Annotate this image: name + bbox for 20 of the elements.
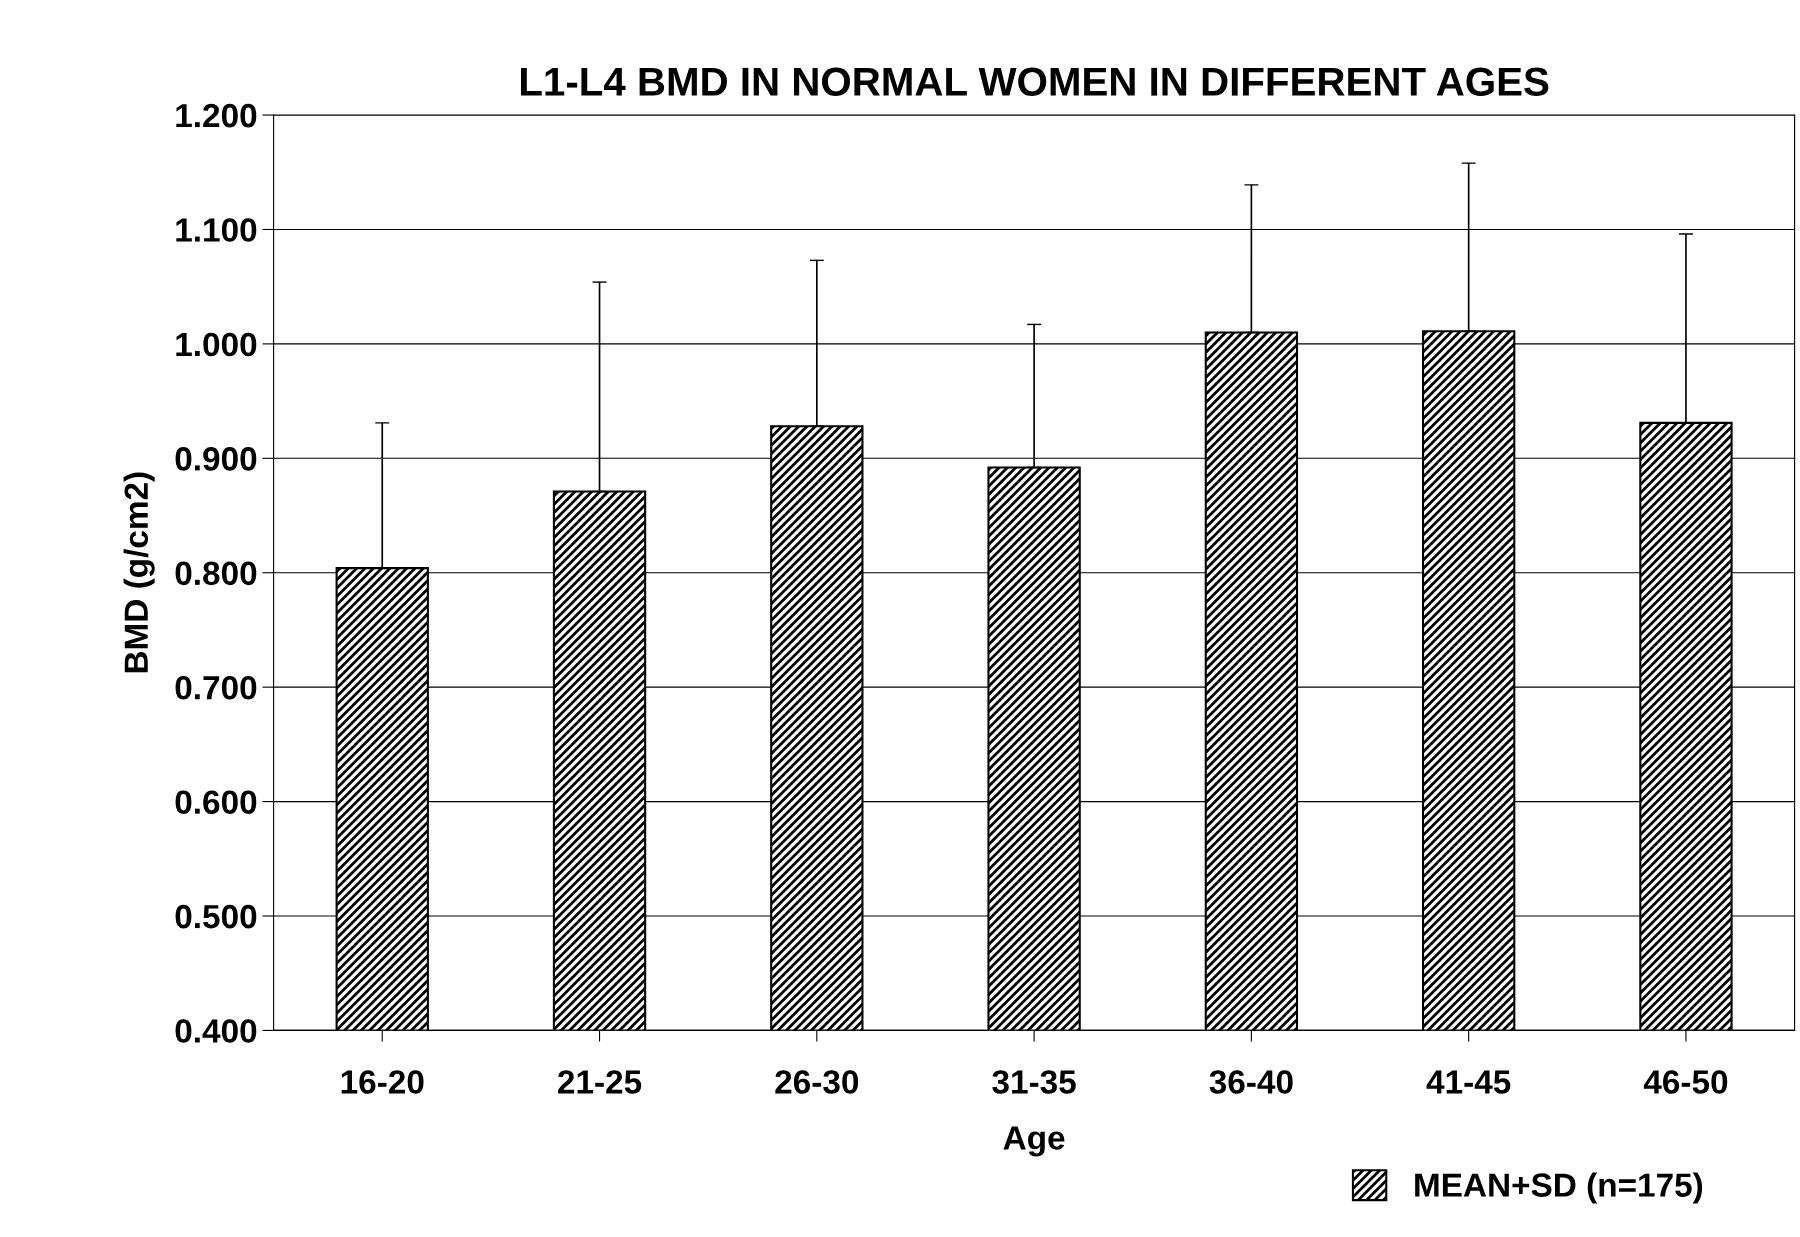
y-tick-label: 0.400 — [175, 1019, 257, 1043]
x-tick-label: 31-35 — [992, 1070, 1076, 1094]
x-tick-label: 36-40 — [1209, 1070, 1293, 1094]
y-tick-label: 0.800 — [175, 561, 257, 586]
x-tick-label: 46-50 — [1643, 1070, 1728, 1094]
y-axis-title: BMD (g/cm2) — [123, 472, 155, 673]
y-tick-label: 0.600 — [175, 790, 257, 814]
x-tick-label: 16-20 — [341, 1070, 424, 1094]
x-tick-label: 26-30 — [775, 1070, 859, 1094]
y-tick-label: 0.900 — [175, 447, 257, 471]
y-tick-label: 0.700 — [175, 675, 257, 700]
y-tick-label: 1.200 — [176, 103, 257, 128]
chart-title: L1-L4 BMD IN NORMAL WOMEN IN DIFFERENT AGES — [521, 67, 1549, 96]
y-tick-label: 1.000 — [176, 332, 257, 357]
legend-label: MEAN+SD (n=175) — [1415, 1172, 1703, 1204]
y-tick-label: 0.500 — [175, 904, 257, 929]
x-axis-title: Age — [1003, 1126, 1065, 1157]
x-tick-label: 21-25 — [558, 1070, 642, 1094]
x-tick-label: 41-45 — [1426, 1070, 1511, 1094]
y-tick-label: 1.100 — [176, 218, 257, 242]
